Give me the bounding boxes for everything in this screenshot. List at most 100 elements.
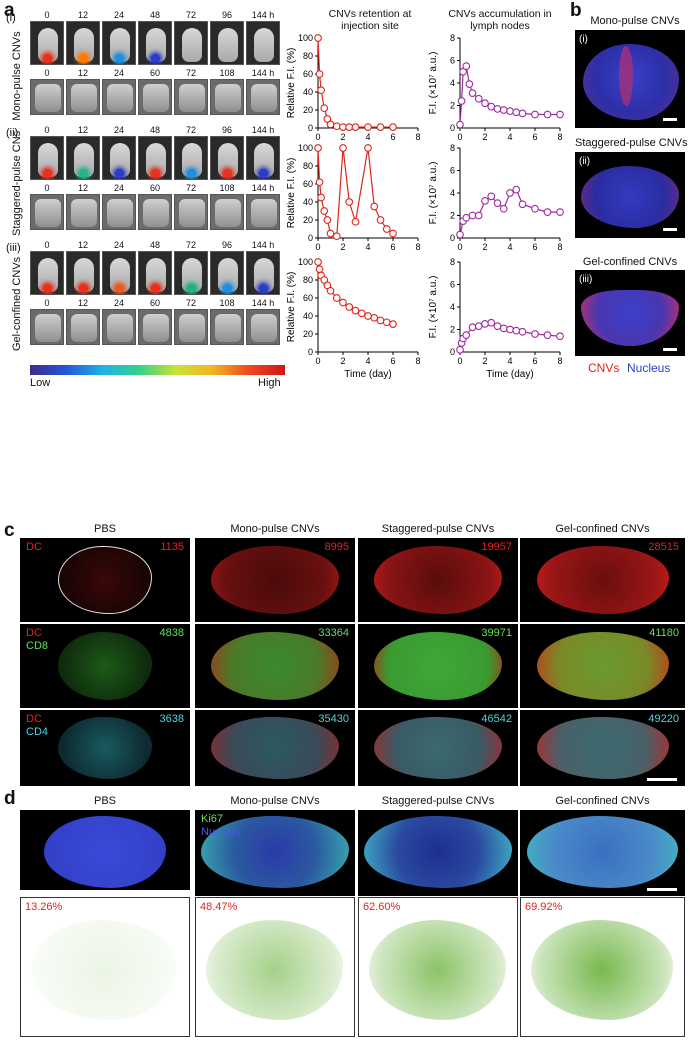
microscopy-image: 35430 [195,710,355,786]
panel-c-header-pbs: PBS [93,523,116,535]
time-label: 72 [185,298,196,308]
mouse-body [251,84,277,112]
y-tick-label: 20 [303,215,313,225]
legend-cnvs: CNVs [588,361,620,375]
tissue-section [374,631,502,701]
data-point [543,331,552,339]
mouse-body [215,199,241,227]
tissue-section [536,545,669,615]
mouse-body [107,84,133,112]
mouse-image-gray [174,194,208,230]
time-label: 108 [219,298,235,308]
y-tick-label: 80 [303,275,313,285]
time-label: 60 [149,298,160,308]
time-label: 48 [149,10,160,20]
data-point [326,229,335,238]
signal-spot [115,54,124,63]
data-point [320,207,329,215]
mouse-body [215,314,241,342]
signal-spot [151,284,160,293]
mouse-body [179,84,205,112]
time-label: 96 [221,10,232,20]
mouse-body [143,84,169,112]
data-point [456,230,464,239]
x-tick-label: 6 [390,242,395,252]
y-tick-label: 2 [450,101,455,111]
mouse-body [71,84,97,112]
channel-secondary: CD4 [26,726,49,738]
time-label: 24 [113,298,124,308]
mouse-body [182,28,202,62]
signal-spot [151,169,160,178]
mouse-body [179,314,205,342]
x-tick-label: 2 [482,242,487,252]
mouse-body [215,84,241,112]
data-point [531,110,539,119]
time-label: 0 [44,125,50,135]
tissue-section [211,716,339,780]
data-point [376,216,385,224]
channel-dc: DC [26,541,42,553]
channel-label: DC CD4 [26,713,48,739]
mouse-body [74,143,94,177]
panel-b-image-i: (i) [575,30,685,128]
data-point [315,70,324,78]
data-point [465,80,474,88]
time-label: 108 [219,68,235,78]
tissue-section [201,816,349,888]
time-label: 48 [149,240,160,250]
mouse-image [30,21,64,65]
mouse-image [138,136,172,180]
panel-a-roman: (i) [6,12,16,24]
microscopy-image: 4838 DC CD8 [20,624,190,708]
mouse-image-gray [102,79,136,115]
data-point [468,89,477,97]
mouse-body [71,199,97,227]
ki67-speckle [530,920,673,1020]
channel-label: DC CD8 [26,627,48,653]
time-label: 144 h [251,125,275,135]
signal-spot [151,54,160,63]
signal-spot [259,169,268,178]
time-label: 24 [113,68,124,78]
x-tick-label: 4 [365,242,370,252]
y-tick-label: 60 [303,293,313,303]
mouse-image [246,136,280,180]
x-tick-label: 4 [507,132,512,142]
data-point [314,144,322,152]
mouse-body [35,314,61,342]
mouse-image [102,136,136,180]
y-tick-label: 4 [450,302,455,312]
y-tick-label: 60 [303,179,313,189]
channel-dc: DC [26,713,42,725]
mouse-image [174,21,208,65]
data-point [456,120,464,129]
data-point [543,208,552,216]
x-tick-label: 2 [482,132,487,142]
mouse-body [35,199,61,227]
scale-bar [647,888,677,891]
mouse-image-gray [66,194,100,230]
mouse-image [210,21,244,65]
ki67-image [520,810,685,896]
mouse-image [174,136,208,180]
time-label: 72 [185,183,196,193]
ki67-image [195,810,355,896]
panel-letter-d: d [4,788,16,809]
signal-spot [43,284,52,293]
panel-d-header-mono: Mono-pulse CNVs [230,795,320,807]
panel-d-channel-labels: Ki67 Nucleus [201,813,241,839]
y-tick-label: 4 [450,188,455,198]
mouse-image-gray [30,79,64,115]
y-tick-label: 40 [303,311,313,321]
x-tick-label: 2 [482,356,487,366]
ki67-threshold-image: 69.92% [520,897,685,1037]
data-point [499,204,508,213]
mouse-image [174,251,208,295]
y-tick-label: 100 [298,257,313,267]
y-tick-label: 6 [450,280,455,290]
data-point [506,107,514,115]
mouse-body [218,258,238,292]
y-tick-label: 80 [303,51,313,61]
mouse-body [143,314,169,342]
